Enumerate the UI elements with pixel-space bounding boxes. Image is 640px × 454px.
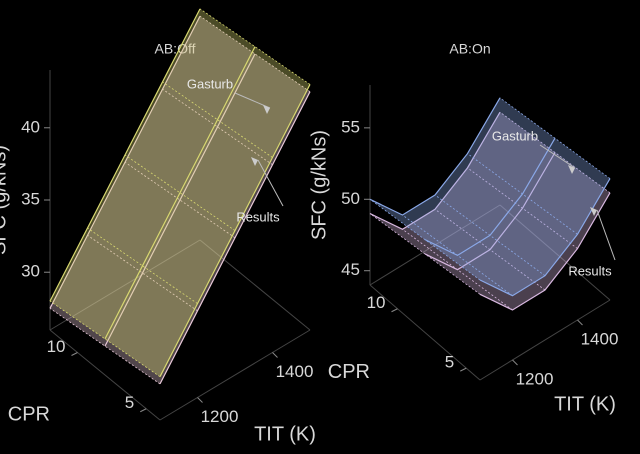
surface-patch: [402, 209, 490, 270]
surface-patch: [467, 97, 555, 194]
z-tick-label: 40: [21, 117, 40, 136]
x-tick-label: 1400: [581, 329, 619, 348]
surface-patch: [180, 126, 273, 238]
surface-patch: [457, 249, 545, 310]
surface-patch: [370, 213, 458, 270]
annotation-arrow: [596, 209, 616, 261]
annotation-arrow: [539, 144, 576, 169]
y-tick: [140, 408, 147, 413]
surface-patch: [425, 239, 513, 296]
surface-patch: [142, 192, 235, 304]
arrow-head: [263, 105, 270, 114]
surface-patch: [125, 89, 218, 200]
arrow-head: [568, 165, 575, 174]
axis-line: [49, 329, 161, 421]
axis-line: [159, 329, 311, 421]
surface-patch: [425, 253, 513, 310]
z-tick-label: 35: [21, 189, 40, 208]
surface-patch: [467, 112, 555, 209]
surface-column: [369, 213, 481, 295]
surface-row: [104, 46, 256, 340]
series-label: Gasturb: [492, 128, 538, 143]
surface-patch: [435, 153, 523, 236]
x-tick-label: 1200: [201, 407, 239, 426]
surface-patch: [50, 228, 143, 339]
subplot: AB:On 1200 1400 5 10 45 50 55 TIT (K) CPR SFC (g/k…: [308, 41, 618, 416]
surface-patch: [402, 195, 490, 256]
axis-line: [499, 204, 611, 301]
x-tick: [197, 397, 203, 403]
axis-line: [199, 239, 311, 331]
surface-column: [467, 167, 578, 249]
x-tick: [272, 352, 278, 358]
y-tick-label: 5: [125, 393, 134, 412]
surface-patch: [522, 138, 610, 235]
surface-patch: [435, 167, 523, 250]
surface-patch: [217, 53, 310, 165]
y-tick: [460, 367, 467, 372]
x-axis-label: TIT (K): [254, 423, 316, 445]
surface-patch: [105, 273, 198, 384]
surface-column: [499, 111, 611, 194]
surface-column: [434, 194, 546, 277]
surface-patch: [87, 155, 180, 266]
surface-column: [369, 198, 481, 281]
y-tick: [71, 352, 78, 356]
surface-patch: [217, 46, 310, 158]
surface-patch: [457, 235, 545, 296]
z-tick-label: 55: [341, 117, 360, 136]
surface-column: [499, 97, 611, 179]
surface-patch: [522, 152, 610, 249]
surface-patch: [105, 265, 198, 377]
surface-patch: [490, 208, 578, 290]
z-tick-label: 50: [341, 189, 360, 208]
z-tick-label: 30: [21, 262, 40, 281]
surface-patch: [50, 235, 143, 347]
series-label: Results: [568, 263, 612, 278]
x-tick: [577, 319, 583, 326]
annotation-arrow: [257, 159, 284, 207]
series-label: Gasturb: [187, 76, 233, 91]
surface-patch: [162, 8, 255, 120]
surface-patch: [142, 200, 235, 311]
y-tick: [391, 308, 398, 313]
surface-column: [434, 208, 546, 291]
surface-column: [402, 214, 513, 297]
subplot-title: AB:On: [449, 41, 490, 57]
surface-column: [402, 228, 513, 311]
surface-patch: [490, 193, 578, 276]
y-axis-label: CPR: [328, 361, 370, 383]
surface-patch: [87, 162, 180, 274]
z-axis-label: SFC (g/kNs): [308, 130, 330, 240]
surface-patch: [125, 81, 218, 193]
axis-line: [369, 284, 481, 381]
surface-patch: [370, 199, 458, 256]
y-tick-label: 10: [47, 337, 66, 356]
x-tick-label: 1400: [276, 362, 314, 381]
y-axis-label: CPR: [8, 403, 50, 425]
arrow-head: [251, 157, 258, 166]
y-tick-label: 10: [367, 293, 386, 312]
surface-row: [104, 53, 256, 347]
x-axis-label: TIT (K): [554, 393, 616, 415]
arrow-head: [590, 207, 597, 216]
surface-patch: [180, 119, 273, 231]
x-tick-label: 1200: [516, 369, 554, 388]
surface-patch: [162, 16, 255, 127]
x-tick: [512, 359, 518, 366]
surface-column: [467, 153, 578, 235]
axis-line: [479, 299, 611, 381]
axis-line: [49, 239, 201, 331]
series-label: Results: [236, 209, 280, 224]
y-tick-label: 5: [445, 353, 454, 372]
z-tick-label: 45: [341, 260, 360, 279]
z-axis-label: SFC (g/kNs): [0, 145, 10, 255]
